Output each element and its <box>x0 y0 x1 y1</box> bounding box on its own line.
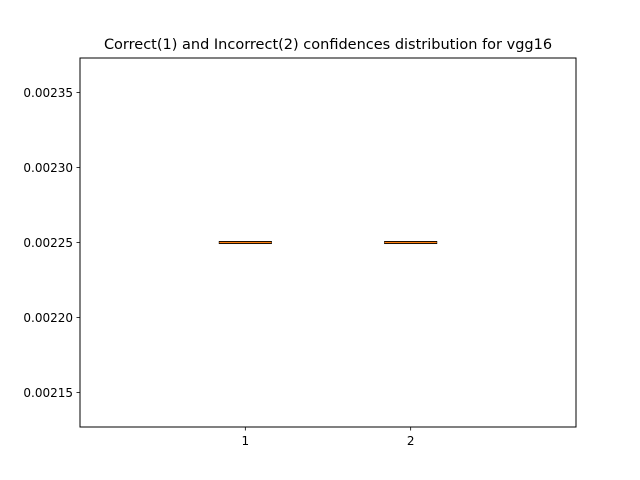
y-tick-label: 0.00225 <box>23 236 73 250</box>
y-tick-label: 0.00215 <box>23 386 73 400</box>
x-tick-label: 2 <box>407 434 415 448</box>
axes-frame <box>79 57 577 428</box>
box-1 <box>218 241 272 245</box>
box-2 <box>384 241 438 245</box>
y-tick-label: 0.00230 <box>23 161 73 175</box>
y-tick-label: 0.00220 <box>23 311 73 325</box>
y-axis: 0.00215 0.00220 0.00225 0.00230 0.00235 <box>23 86 80 400</box>
chart-title: Correct(1) and Incorrect(2) confidences … <box>104 37 552 53</box>
plot-area <box>218 241 438 245</box>
y-tick-label: 0.00235 <box>23 86 73 100</box>
x-tick-label: 1 <box>242 434 250 448</box>
